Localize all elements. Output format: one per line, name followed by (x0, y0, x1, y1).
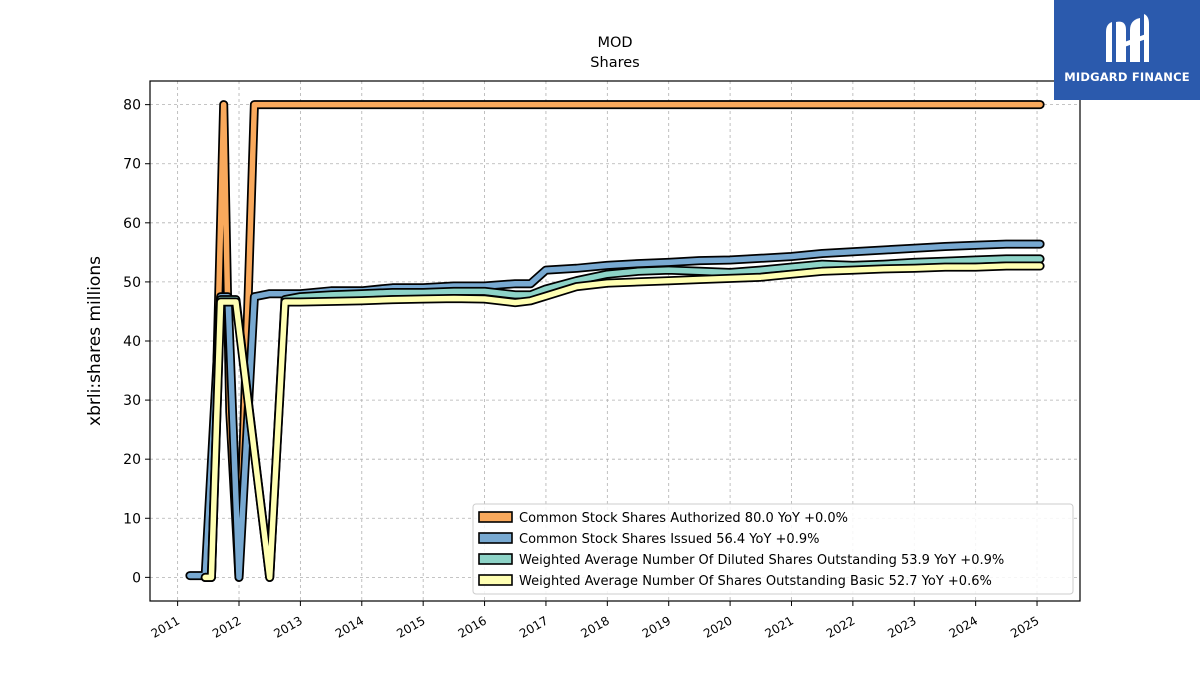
x-tick-label: 2022 (824, 613, 857, 640)
series-line (187, 241, 1043, 581)
chart-subtitle: Shares (590, 55, 639, 71)
y-tick-label: 10 (123, 511, 141, 527)
legend-label: Weighted Average Number Of Diluted Share… (519, 553, 1004, 568)
x-tick-label: 2019 (640, 613, 673, 640)
x-tick-label: 2011 (149, 613, 182, 640)
legend-swatch (478, 553, 513, 565)
midgard-m-logo-icon (1106, 14, 1149, 62)
x-tick-label: 2024 (947, 613, 980, 640)
legend: Common Stock Shares Authorized 80.0 YoY … (472, 503, 1074, 595)
x-tick-label: 2020 (701, 613, 734, 640)
x-tick-label: 2021 (763, 613, 796, 640)
y-axis-label: xbrli:shares millions (85, 256, 105, 426)
x-tick-label: 2015 (394, 613, 427, 640)
brand-logo: MIDGARD FINANCE (1054, 0, 1200, 100)
legend-label: Common Stock Shares Authorized 80.0 YoY … (519, 511, 848, 526)
x-axis-ticks: 2011 2012 2013 2014 2015 2016 2017 2018 2019 2020… (149, 601, 1042, 641)
x-tick-label: 2016 (456, 613, 489, 640)
brand-name: MIDGARD FINANCE (1064, 70, 1190, 84)
y-tick-label: 30 (123, 393, 141, 409)
series-2 (185, 239, 1045, 582)
y-tick-label: 0 (132, 570, 141, 586)
series-layer (185, 100, 1045, 582)
x-tick-label: 2023 (885, 613, 918, 640)
legend-label: Common Stock Shares Issued 56.4 YoY +0.9… (519, 532, 819, 547)
y-tick-label: 50 (123, 275, 141, 291)
x-tick-label: 2014 (333, 613, 366, 640)
series-4 (200, 261, 1045, 582)
series-line (202, 263, 1043, 581)
y-tick-label: 40 (123, 334, 141, 350)
x-tick-label: 2018 (578, 613, 611, 640)
x-tick-label: 2017 (517, 613, 550, 640)
x-tick-label: 2013 (271, 613, 304, 640)
chart-title: MOD (597, 35, 632, 51)
legend-box (472, 503, 1074, 595)
legend-label: Weighted Average Number Of Shares Outsta… (519, 574, 992, 589)
y-tick-label: 60 (123, 216, 141, 232)
x-tick-label: 2012 (210, 613, 243, 640)
legend-swatch (478, 532, 513, 544)
y-axis-ticks: 0 10 20 30 40 50 60 70 80 (123, 98, 150, 586)
legend-swatch (478, 511, 513, 523)
x-tick-label: 2025 (1008, 613, 1041, 640)
y-tick-label: 20 (123, 452, 141, 468)
legend-swatch (478, 574, 513, 586)
y-tick-label: 70 (123, 157, 141, 173)
y-tick-label: 80 (123, 98, 141, 114)
